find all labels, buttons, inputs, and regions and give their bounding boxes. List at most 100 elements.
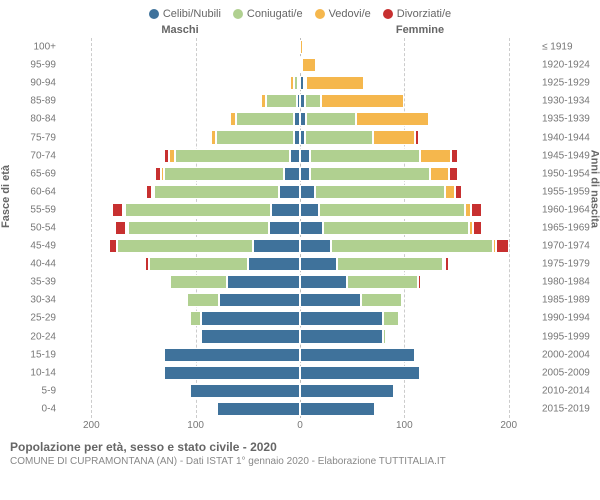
male-bar: [60, 128, 300, 146]
male-bar: [60, 110, 300, 128]
segment: [164, 348, 300, 362]
segment: [445, 185, 455, 199]
age-label: 40-44: [4, 259, 56, 270]
segment: [149, 257, 248, 271]
age-label: 75-79: [4, 132, 56, 143]
male-bar: [60, 38, 300, 56]
pyramid-rows: 100+≤ 191995-991920-192490-941925-192985…: [60, 38, 540, 418]
male-bar: [60, 328, 300, 346]
segment: [473, 221, 481, 235]
segment: [201, 329, 300, 343]
pyramid-row: 80-841935-1939: [60, 110, 540, 128]
birth-label: 1930-1934: [542, 96, 598, 107]
segment: [128, 221, 269, 235]
age-label: 80-84: [4, 114, 56, 125]
male-bar: [60, 309, 300, 327]
pyramid-row: 35-391980-1984: [60, 273, 540, 291]
pyramid-row: 15-192000-2004: [60, 346, 540, 364]
birth-label: 1920-1924: [542, 60, 598, 71]
legend-label: Vedovi/e: [329, 8, 371, 20]
segment: [175, 149, 290, 163]
segment: [430, 167, 449, 181]
segment: [305, 130, 373, 144]
segment: [164, 366, 300, 380]
pyramid-row: 90-941925-1929: [60, 74, 540, 92]
legend-item: Celibi/Nubili: [149, 8, 221, 20]
pyramid-row: 5-92010-2014: [60, 382, 540, 400]
segment: [300, 329, 383, 343]
birth-label: 2000-2004: [542, 349, 598, 360]
segment: [300, 203, 319, 217]
birth-label: 1965-1969: [542, 222, 598, 233]
female-bar: [300, 382, 540, 400]
female-bar: [300, 110, 540, 128]
pyramid-row: 50-541965-1969: [60, 219, 540, 237]
segment: [455, 185, 461, 199]
segment: [227, 275, 300, 289]
pyramid-row: 85-891930-1934: [60, 92, 540, 110]
male-bar: [60, 346, 300, 364]
pyramid-row: 95-991920-1924: [60, 56, 540, 74]
segment: [361, 293, 403, 307]
legend-label: Divorziati/e: [397, 8, 451, 20]
birth-label: 1955-1959: [542, 186, 598, 197]
legend-swatch: [233, 9, 243, 19]
segment: [496, 239, 509, 253]
pyramid-row: 65-691950-1954: [60, 165, 540, 183]
segment: [279, 185, 300, 199]
pyramid-row: 100+≤ 1919: [60, 38, 540, 56]
x-tick: 200: [500, 420, 517, 431]
segment: [248, 257, 300, 271]
segment: [302, 58, 316, 72]
birth-label: ≤ 1919: [542, 42, 598, 53]
age-label: 90-94: [4, 78, 56, 89]
male-bar: [60, 255, 300, 273]
female-bar: [300, 38, 540, 56]
male-bar: [60, 201, 300, 219]
male-bar: [60, 273, 300, 291]
chart-subtitle: COMUNE DI CUPRAMONTANA (AN) - Dati ISTAT…: [10, 456, 590, 467]
age-label: 70-74: [4, 150, 56, 161]
male-bar: [60, 74, 300, 92]
female-bar: [300, 74, 540, 92]
segment: [305, 94, 321, 108]
legend-item: Vedovi/e: [315, 8, 371, 20]
male-bar: [60, 382, 300, 400]
segment: [300, 384, 394, 398]
segment: [402, 293, 404, 307]
segment: [115, 221, 125, 235]
segment: [429, 112, 431, 126]
segment: [383, 311, 399, 325]
birth-label: 1925-1929: [542, 78, 598, 89]
segment: [449, 167, 457, 181]
segment: [319, 203, 465, 217]
segment: [451, 149, 457, 163]
segment: [373, 130, 415, 144]
pyramid-row: 25-291990-1994: [60, 309, 540, 327]
x-tick: 100: [187, 420, 204, 431]
female-bar: [300, 147, 540, 165]
birth-label: 2010-2014: [542, 385, 598, 396]
age-label: 50-54: [4, 222, 56, 233]
male-bar: [60, 165, 300, 183]
header-male: Maschi: [60, 24, 300, 36]
male-bar: [60, 219, 300, 237]
segment: [300, 40, 303, 54]
female-bar: [300, 400, 540, 418]
age-label: 55-59: [4, 204, 56, 215]
birth-label: 1980-1984: [542, 277, 598, 288]
segment: [471, 203, 481, 217]
legend-swatch: [149, 9, 159, 19]
chart-title: Popolazione per età, sesso e stato civil…: [10, 440, 590, 454]
segment: [170, 275, 227, 289]
segment: [300, 311, 383, 325]
birth-label: 1995-1999: [542, 331, 598, 342]
birth-label: 1985-1989: [542, 295, 598, 306]
segment: [300, 348, 415, 362]
segment: [290, 149, 300, 163]
age-label: 60-64: [4, 186, 56, 197]
male-bar: [60, 364, 300, 382]
female-bar: [300, 183, 540, 201]
header-female: Femmine: [300, 24, 540, 36]
age-label: 35-39: [4, 277, 56, 288]
